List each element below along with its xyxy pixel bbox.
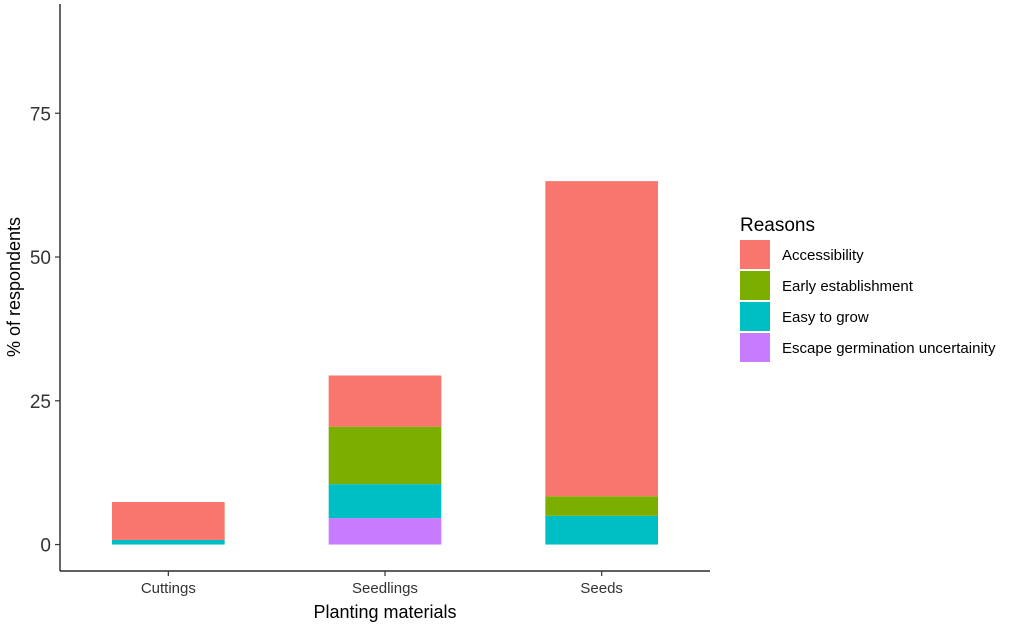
x-tick-label: Seedlings <box>352 580 418 597</box>
bar-seedlings-escape-germination-uncertainity <box>328 518 442 545</box>
legend: Reasons Accessibility Early establishment… <box>740 215 996 362</box>
x-axis-title: Planting materials <box>313 602 456 622</box>
legend-key-early-establishment <box>740 271 770 300</box>
y-tick-label: 50 <box>30 248 51 269</box>
y-tick-label: 25 <box>30 392 51 413</box>
legend-label: Early establishment <box>782 278 914 295</box>
y-tick-label: 75 <box>30 104 51 125</box>
legend-label: Escape germination uncertainity <box>782 340 996 357</box>
x-tick-label: Cuttings <box>141 580 196 597</box>
bar-seeds-early-establishment <box>545 496 658 516</box>
bar-cuttings-easy-to-grow <box>112 539 225 545</box>
x-tick-label: Seeds <box>580 580 623 597</box>
legend-label: Easy to grow <box>782 309 869 326</box>
bar-seedlings-accessibility <box>328 375 442 427</box>
legend-key-escape-germination-uncertainity <box>740 333 770 362</box>
bar-seeds-accessibility <box>545 181 658 497</box>
legend-label: Accessibility <box>782 247 864 264</box>
y-axis-title: % of respondents <box>4 217 24 357</box>
bars-layer <box>112 181 658 545</box>
bar-seeds-easy-to-grow <box>545 515 658 545</box>
bar-cuttings-accessibility <box>112 501 225 540</box>
y-tick-label: 0 <box>40 536 51 557</box>
legend-title: Reasons <box>740 215 815 236</box>
legend-key-easy-to-grow <box>740 302 770 331</box>
bar-seedlings-early-establishment <box>328 426 442 485</box>
y-ticks: 0 25 50 75 <box>30 104 60 557</box>
bar-seedlings-easy-to-grow <box>328 484 442 519</box>
legend-key-accessibility <box>740 240 770 269</box>
x-ticks: Cuttings Seedlings Seeds <box>141 571 623 597</box>
